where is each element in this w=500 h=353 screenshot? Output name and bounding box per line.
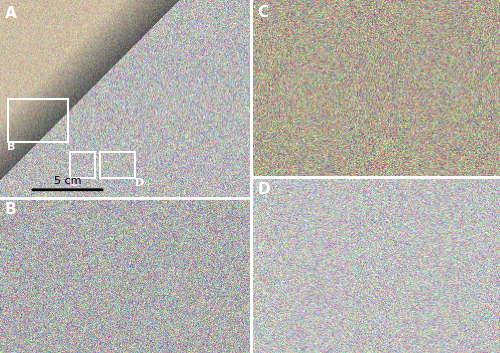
- Text: B: B: [5, 202, 16, 217]
- Text: B: B: [8, 142, 16, 152]
- Text: A: A: [5, 6, 17, 21]
- Text: D: D: [135, 178, 144, 188]
- Text: C: C: [258, 5, 268, 20]
- Text: 5 cm: 5 cm: [54, 176, 81, 186]
- Text: C: C: [70, 178, 78, 188]
- Text: D: D: [258, 182, 270, 197]
